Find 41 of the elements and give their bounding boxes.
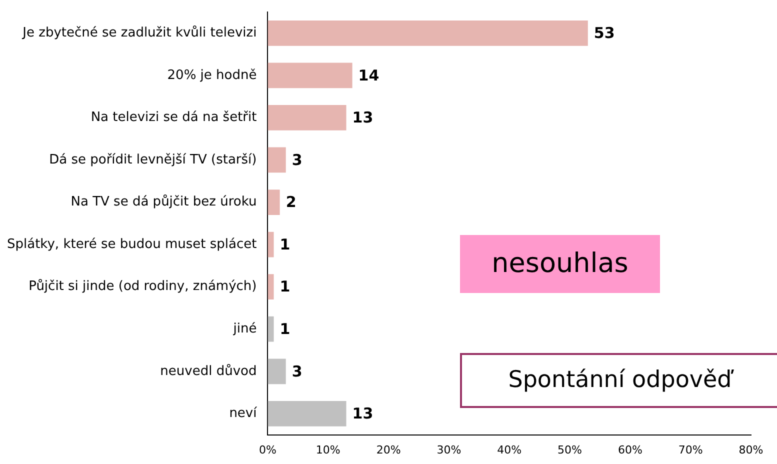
data-label: 13 <box>352 108 374 127</box>
bar <box>268 316 274 342</box>
y-tick-label: Splátky, které se budou muset splácet <box>6 236 257 252</box>
x-tick-label: 10% <box>316 443 340 456</box>
x-tick-label: 0% <box>259 443 276 456</box>
label-box: nesouhlas <box>460 235 660 293</box>
x-tick-label: 40% <box>497 443 522 456</box>
y-tick-label: Na TV se dá půjčit bez úroku <box>70 194 257 210</box>
bar <box>268 190 280 215</box>
y-tick-label: Dá se pořídit levnější TV (starší) <box>49 152 257 168</box>
data-label: 14 <box>358 66 380 84</box>
data-label: 1 <box>280 278 290 296</box>
bar <box>268 358 286 384</box>
y-tick-label: neuvedl důvod <box>160 362 257 379</box>
data-label: 13 <box>352 404 374 423</box>
bar <box>268 105 346 130</box>
x-tick-label: 70% <box>678 443 703 456</box>
data-label: 1 <box>280 235 290 254</box>
y-tick-label: jiné <box>232 321 257 336</box>
x-tick-label: 80% <box>738 443 764 456</box>
x-tick-label: 30% <box>436 443 462 456</box>
y-tick-label: Je zbytečné se zadlužit kvůli televizi <box>22 24 257 41</box>
bar <box>268 147 286 173</box>
data-label: 1 <box>280 320 290 338</box>
bar <box>268 400 346 426</box>
y-tick-label: Na televizi se dá na šetřit <box>90 110 257 126</box>
y-tick-label: neví <box>229 406 258 422</box>
y-tick-label: 20% je hodně <box>167 68 257 83</box>
data-label: 3 <box>292 150 302 169</box>
data-label: 3 <box>292 362 302 380</box>
bar <box>268 62 352 88</box>
x-tick-label: 20% <box>376 443 401 456</box>
y-tick-label: Půjčit si jinde (od rodiny, známých) <box>28 278 257 294</box>
framed-label-box: Spontánní odpověď <box>460 353 777 408</box>
data-label: 53 <box>594 24 615 42</box>
data-label: 2 <box>286 193 296 212</box>
bar <box>268 20 588 46</box>
bar <box>268 274 274 300</box>
x-tick-label: 60% <box>618 443 642 456</box>
x-tick-label: 50% <box>558 443 582 456</box>
bar <box>268 232 274 258</box>
